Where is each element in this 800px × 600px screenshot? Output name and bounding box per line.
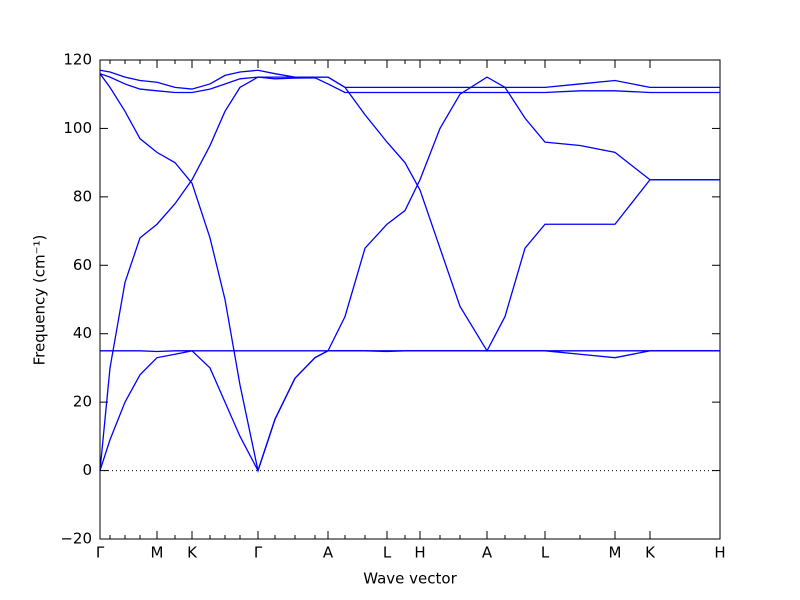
y-tick-label: 120 (63, 51, 92, 69)
x-tick-label: K (645, 544, 656, 562)
x-tick-label: M (609, 544, 622, 562)
band-line (99, 73, 720, 474)
x-axis-label: Wave vector (363, 570, 457, 588)
x-tick-label: M (151, 544, 164, 562)
x-tick-label: L (383, 544, 392, 562)
x-tick-label: H (714, 544, 725, 562)
x-tick-label: A (323, 544, 334, 562)
x-tick-label: Γ (96, 544, 105, 562)
band-line (99, 73, 720, 94)
y-axis-label: Frequency (cm⁻¹) (31, 235, 49, 366)
plot-frame (99, 59, 721, 540)
y-tick-label: 20 (73, 393, 92, 411)
x-tick-label: Γ (254, 544, 263, 562)
y-tick-label: −20 (60, 530, 92, 548)
x-tick-label: H (414, 544, 425, 562)
x-tick-label: L (541, 544, 550, 562)
band-line (99, 76, 720, 471)
y-tick-label: 40 (73, 324, 92, 342)
x-tick-label: K (187, 544, 198, 562)
band-line (100, 350, 720, 353)
band-line (99, 69, 720, 90)
y-tick-label: 60 (73, 256, 92, 274)
y-tick-label: 100 (63, 119, 92, 137)
y-tick-label: 0 (82, 461, 92, 479)
y-tick-label: 80 (73, 187, 92, 205)
band-line (99, 350, 720, 473)
x-tick-label: A (482, 544, 493, 562)
